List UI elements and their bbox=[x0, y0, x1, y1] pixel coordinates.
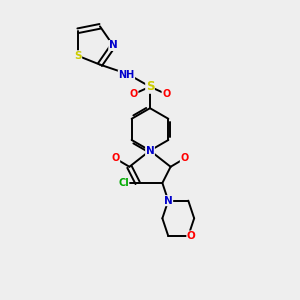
Text: S: S bbox=[146, 80, 154, 93]
Text: O: O bbox=[162, 89, 170, 99]
Text: O: O bbox=[187, 231, 196, 241]
Text: Cl: Cl bbox=[118, 178, 129, 188]
Text: O: O bbox=[180, 153, 189, 163]
Text: O: O bbox=[130, 89, 138, 99]
Text: N: N bbox=[164, 196, 172, 206]
Text: NH: NH bbox=[118, 70, 135, 80]
Text: S: S bbox=[74, 51, 82, 61]
Text: O: O bbox=[111, 153, 120, 163]
Text: N: N bbox=[146, 146, 154, 156]
Text: N: N bbox=[109, 40, 118, 50]
